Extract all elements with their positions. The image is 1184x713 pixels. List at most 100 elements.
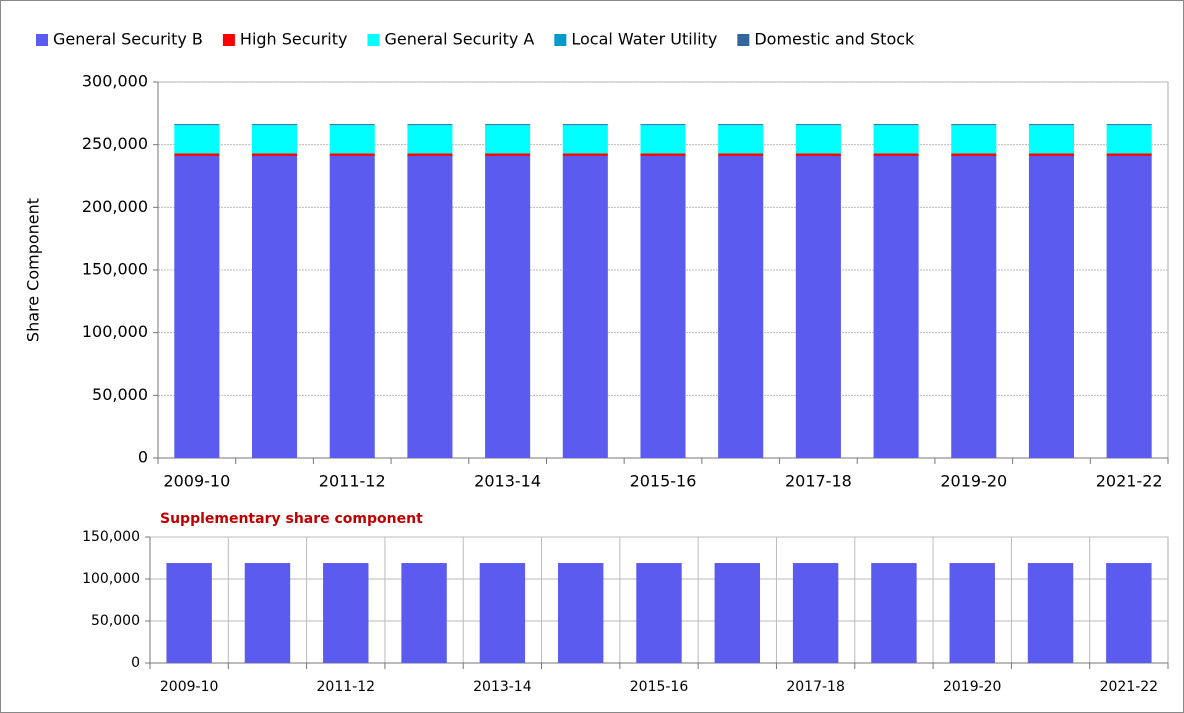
legend-swatch (222, 34, 235, 46)
bar-segment (407, 125, 453, 154)
bar-segment (640, 155, 686, 459)
x-tick-label: 2019-20 (940, 472, 1007, 491)
bar-segment (562, 123, 608, 125)
x-tick-label: 2015-16 (630, 679, 689, 695)
bar-segment (252, 123, 298, 125)
bar-segment (795, 123, 841, 125)
bar-segment (562, 153, 608, 156)
bar-segment (1028, 124, 1074, 126)
x-tick-label: 2009-10 (160, 679, 219, 695)
bar-segment (718, 153, 764, 156)
bar-segment (718, 124, 764, 126)
bar-segment (951, 155, 997, 459)
bar-segment (951, 124, 997, 126)
bar-segment (407, 123, 453, 125)
y-tick-label: 300,000 (82, 72, 148, 91)
y-tick-label: 0 (131, 655, 140, 671)
bar-segment (174, 155, 220, 459)
bar (792, 563, 839, 663)
bar-segment (252, 124, 298, 126)
y-tick-label: 50,000 (91, 613, 140, 629)
bar-segment (640, 124, 686, 126)
x-tick-label: 2011-12 (319, 472, 386, 491)
bar-segment (329, 125, 375, 154)
y-tick-label: 0 (138, 448, 148, 467)
legend-swatch (36, 34, 48, 46)
legend-label: Domestic and Stock (754, 30, 915, 49)
bar-segment (873, 123, 919, 125)
y-tick-label: 100,000 (82, 322, 148, 341)
x-tick-label: 2013-14 (473, 679, 532, 695)
bar-segment (640, 125, 686, 154)
bar-segment (1106, 153, 1152, 156)
bar (323, 563, 369, 663)
bar-segment (329, 124, 375, 126)
bar-segment (1028, 123, 1074, 125)
y-tick-label: 100,000 (82, 571, 140, 587)
bar-segment (1028, 153, 1074, 156)
bar-segment (174, 125, 220, 154)
bar-segment (252, 125, 298, 154)
bar-segment (795, 155, 841, 459)
bar-segment (485, 155, 531, 459)
bar-segment (562, 125, 608, 154)
bar-segment (485, 125, 531, 154)
bar-segment (873, 125, 919, 154)
bar-segment (329, 123, 375, 125)
chart: 0 50,000 100,000 150,000 200,000 250,000 300,0… (24, 30, 1169, 491)
legend-label: Local Water Utility (571, 30, 717, 49)
bar-segment (407, 153, 453, 156)
chart-title: Supplementary share component (160, 511, 423, 527)
y-tick-label: 50,000 (92, 385, 148, 404)
bar (714, 563, 761, 663)
bar-segment (951, 123, 997, 125)
y-tick-label: 200,000 (82, 197, 148, 216)
x-tick-label: 2017-18 (785, 472, 852, 491)
legend-label: General Security A (384, 30, 534, 49)
bar (636, 563, 682, 663)
bar-segment (640, 153, 686, 156)
bar (244, 563, 291, 663)
x-tick-label: 2021-22 (1100, 679, 1159, 695)
y-tick-label: 150,000 (82, 529, 140, 545)
bar (1106, 563, 1152, 663)
bar-segment (873, 155, 919, 459)
bar (401, 563, 447, 663)
bar-segment (1028, 125, 1074, 154)
bar-segment (252, 153, 298, 156)
bar-segment (407, 124, 453, 126)
bar-segment (795, 124, 841, 126)
bar-segment (562, 124, 608, 126)
x-tick-label: 2011-12 (317, 679, 376, 695)
bar-segment (1106, 125, 1152, 154)
bar-segment (329, 155, 375, 459)
legend-label: High Security (240, 30, 348, 49)
y-tick-label: 250,000 (82, 134, 148, 153)
bar-segment (718, 155, 764, 459)
bar-segment (174, 123, 220, 125)
bar-segment (174, 153, 220, 156)
x-tick-label: 2021-22 (1096, 472, 1163, 491)
bar (557, 563, 604, 663)
bar-segment (951, 153, 997, 156)
bar-segment (485, 124, 531, 126)
chart: 0 50,000 100,000 150,000 2009-10 2011-12 2013-… (82, 511, 1169, 695)
bar-segment (640, 123, 686, 125)
bar-segment (1106, 124, 1152, 126)
bar-segment (951, 125, 997, 154)
bar-segment (485, 123, 531, 125)
x-tick-label: 2017-18 (786, 679, 845, 695)
bar-segment (485, 153, 531, 156)
bar-segment (795, 153, 841, 156)
x-tick-label: 2019-20 (943, 679, 1002, 695)
bar (1027, 563, 1074, 663)
bar (871, 563, 917, 663)
legend-swatch (367, 34, 380, 46)
x-tick-label: 2013-14 (474, 472, 541, 491)
legend-swatch (554, 34, 567, 46)
bar-segment (562, 155, 608, 459)
legend-label: General Security B (53, 30, 203, 49)
bar-segment (329, 153, 375, 156)
bar-segment (407, 155, 453, 459)
